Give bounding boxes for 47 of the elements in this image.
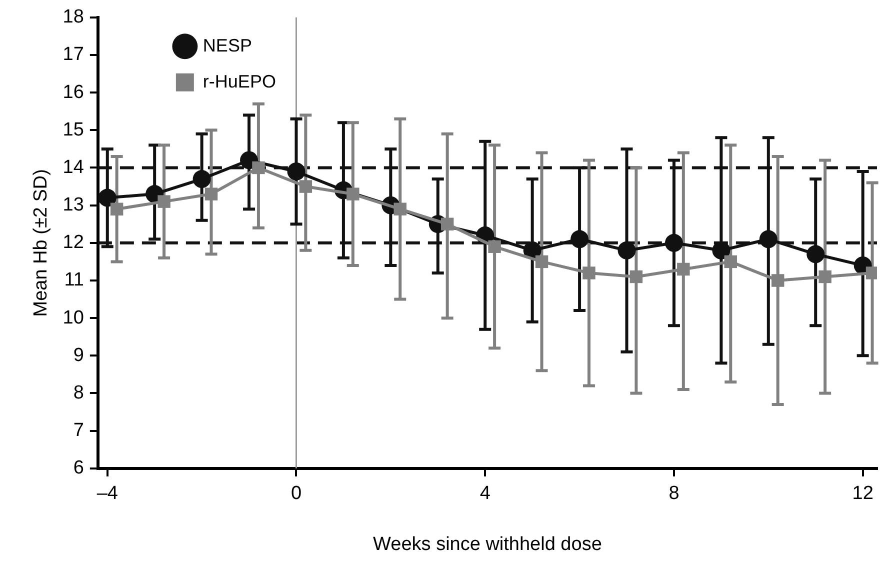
y-tick-label: 17 (62, 44, 84, 66)
point (192, 170, 211, 188)
point (677, 262, 690, 276)
point (618, 241, 636, 260)
point (759, 230, 778, 248)
x-tick-label: 12 (852, 483, 874, 504)
point (570, 230, 589, 248)
y-tick-label: 10 (62, 307, 84, 328)
point (287, 162, 306, 180)
x-tick-label: 8 (668, 483, 680, 504)
point (582, 266, 596, 280)
point (252, 161, 265, 174)
y-tick-label: 14 (62, 156, 84, 178)
point (346, 188, 360, 200)
point (440, 218, 454, 230)
point (299, 180, 312, 193)
y-tick-label: 15 (62, 119, 84, 140)
point (866, 266, 877, 280)
point (394, 202, 406, 216)
point (110, 202, 124, 216)
y-tick-label: 11 (64, 270, 84, 291)
legend-label: r-HuEPO (202, 71, 276, 92)
point (771, 274, 784, 287)
x-axis-title: Weeks since withheld dose (373, 534, 602, 555)
y-tick-label: 12 (62, 232, 84, 254)
y-tick-label: 18 (62, 6, 84, 28)
point (818, 270, 832, 284)
point (664, 234, 683, 252)
y-tick-label: 6 (73, 458, 84, 479)
point (158, 195, 170, 208)
y-tick-label: 7 (73, 420, 84, 442)
x-tick-label: 0 (290, 483, 302, 504)
point (98, 188, 116, 207)
y-tick-label: 8 (73, 382, 84, 404)
point (630, 270, 643, 284)
x-tick-label: 4 (480, 483, 491, 504)
y-tick-label: 16 (62, 82, 84, 103)
point (535, 255, 548, 268)
point (724, 255, 737, 268)
y-tick-label: 9 (73, 344, 84, 366)
point (488, 240, 501, 254)
y-axis-title: Mean Hb (±2 SD) (30, 169, 52, 317)
legend-label: NESP (202, 35, 252, 56)
point (204, 188, 218, 200)
point (806, 245, 825, 264)
x-tick-label: –4 (96, 483, 118, 504)
y-tick-label: 13 (62, 194, 84, 216)
